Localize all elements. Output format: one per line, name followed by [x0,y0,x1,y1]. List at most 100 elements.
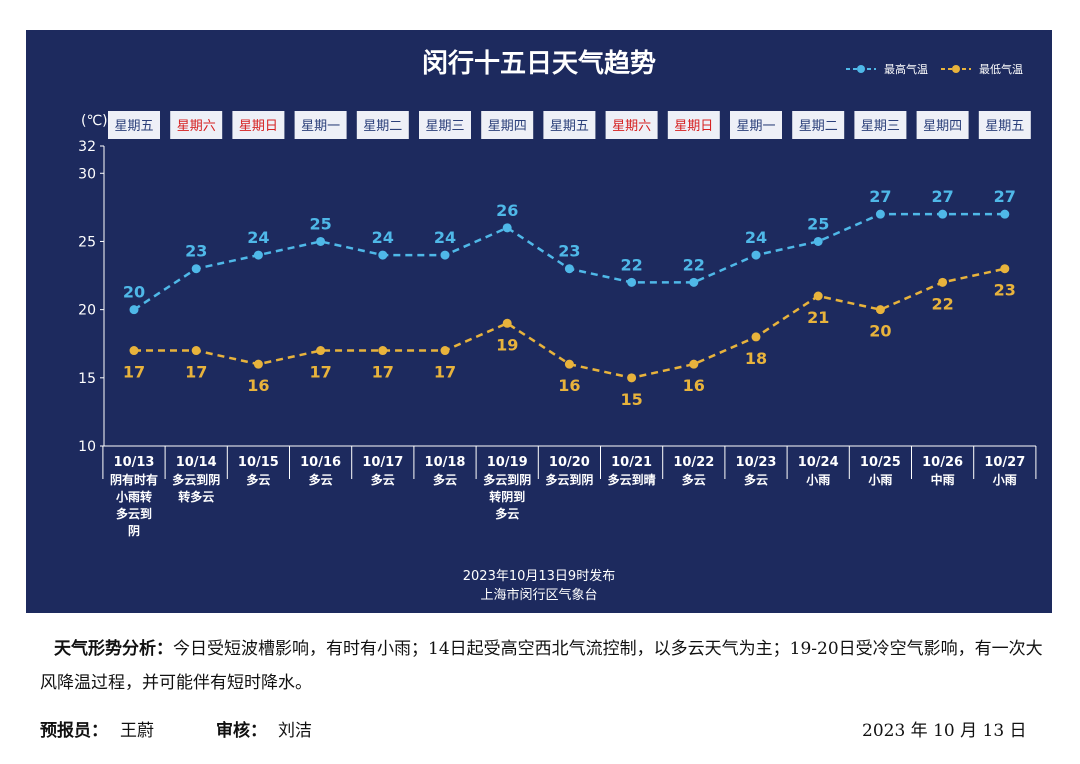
data-point [813,236,823,246]
x-tick-label: 10/26 [922,455,963,470]
issue-date: 2023 年 10 月 13 日 [862,721,1027,741]
weekday-label: 星期一 [736,119,775,134]
data-point [564,359,574,369]
data-label: 17 [309,363,331,382]
x-tick-label: 10/17 [362,455,403,470]
chart-svg: 闵行十五日天气趋势 最高气温 最低气温 (℃) 10 15 20 25 30 32 星期五 星… [78,48,1037,603]
x-tick-label: 10/19 [487,455,528,470]
data-label: 27 [931,187,953,206]
weekday-label: 星期二 [799,119,838,134]
data-label: 27 [994,187,1016,206]
data-point [316,346,326,356]
legend-marker-high [857,65,865,73]
weekday-label: 星期二 [363,119,402,134]
data-point [129,346,139,356]
weekday-label: 星期四 [923,119,962,134]
analysis-text: 今日受短波槽影响，有时有小雨；14日起受高空西北气流控制，以多云天气为主；19-… [40,639,1043,693]
data-point [191,346,201,356]
x-tick-label: 10/21 [611,455,652,470]
y-tick-label: 10 [78,439,96,455]
weather-label: 多云 [433,472,457,487]
weekday-box [730,111,782,139]
weekday-label: 星期五 [550,119,589,134]
legend: 最高气温 最低气温 [846,62,1023,76]
weekday-box [854,111,907,139]
data-label: 24 [434,228,456,247]
weekday-label: 星期六 [612,119,651,134]
data-label: 24 [372,228,394,247]
data-label: 23 [558,242,580,261]
x-tick-label: 10/24 [798,455,839,470]
data-point [689,277,699,287]
data-label: 17 [434,363,456,382]
weather-label: 多云 [371,472,395,487]
data-label: 27 [869,187,891,206]
x-tick-label: 10/16 [300,455,341,470]
data-label: 17 [372,363,394,382]
weather-label: 多云 [744,472,768,487]
forecaster-label: 预报员： [40,721,108,741]
weather-label: 多云到晴 [608,472,656,487]
analysis-lead: 天气形势分析： [54,639,173,659]
data-point [875,305,885,315]
reviewer-label: 审核： [216,721,267,741]
data-point [191,264,201,274]
weekday-box [419,111,471,139]
chart-title: 闵行十五日天气趋势 [422,48,656,79]
data-point [316,236,326,246]
data-label: 24 [745,228,767,247]
data-label: 17 [185,363,207,382]
weather-label: 多云到 [116,506,152,521]
data-point [564,264,574,274]
weekday-box [108,111,160,139]
weather-label: 阴 [128,523,140,538]
data-point [378,346,388,356]
weather-label: 中雨 [931,472,955,487]
weather-label: 小雨转 [116,489,152,504]
data-point [253,250,263,260]
data-label: 20 [123,283,145,302]
weather-label: 转阴到 [489,489,525,504]
plot-area: 10 15 20 25 30 32 星期五 星期六 星期日 星期一 星期二 星期三 星期四 星期五 星期六 星… [78,111,1037,538]
data-label: 22 [620,255,642,274]
weekday-box [916,111,969,139]
weekday-label: 星期五 [114,119,153,134]
data-label: 23 [994,281,1016,300]
data-point [689,359,699,369]
data-label: 16 [683,376,705,395]
weekday-box [667,111,720,139]
legend-marker-low [952,65,960,73]
data-point [938,209,948,219]
data-label: 16 [558,376,580,395]
weekday-box [294,111,347,139]
weather-analysis: 天气形势分析：今日受短波槽影响，有时有小雨；14日起受高空西北气流控制，以多云天… [40,632,1050,700]
y-tick-label: 20 [78,303,96,319]
weekday-label: 星期五 [985,119,1024,134]
x-tick-label: 10/15 [238,455,279,470]
weather-label: 多云到阴 [483,472,531,487]
chart-panel: 闵行十五日天气趋势 最高气温 最低气温 (℃) 10 15 20 25 30 32 星期五 星… [26,30,1052,613]
data-point [440,250,450,260]
weekday-label: 星期三 [425,119,464,134]
weather-label: 多云 [495,506,519,521]
data-label: 20 [869,322,891,341]
weather-label: 小雨 [806,472,830,487]
y-tick-label: 32 [78,139,96,155]
data-label: 21 [807,308,829,327]
weather-label: 小雨 [993,472,1017,487]
data-label: 17 [123,363,145,382]
data-point [938,277,948,287]
data-label: 22 [931,294,953,313]
data-label: 22 [683,255,705,274]
x-tick-label: 10/25 [860,455,901,470]
weekday-label: 星期日 [674,119,713,134]
weekday-box [481,111,534,139]
x-tick-label: 10/18 [425,455,466,470]
data-point [440,346,450,356]
weekday-box [792,111,845,139]
weather-label: 多云 [682,472,706,487]
weather-label: 小雨 [868,472,892,487]
weather-label: 转多云 [178,489,214,504]
weather-label: 多云到阴 [545,472,593,487]
data-point [627,373,637,383]
